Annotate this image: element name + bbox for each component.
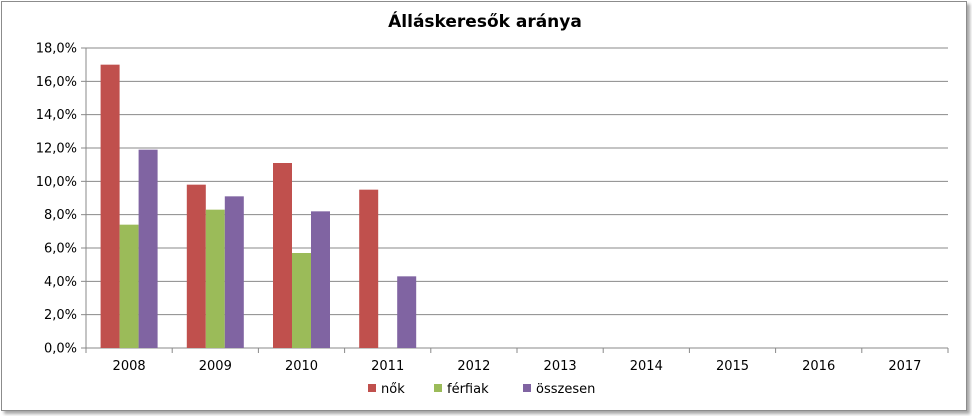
bar-nők-2008 bbox=[100, 64, 120, 349]
y-tick-label: 18,0% bbox=[36, 42, 77, 57]
bar-nők-2010 bbox=[273, 163, 292, 348]
y-tick-label: 0,0% bbox=[44, 342, 77, 357]
bar-összesen-2009 bbox=[224, 196, 244, 348]
bar-férfiak-2009 bbox=[205, 209, 225, 348]
y-tick-label: 14,0% bbox=[36, 108, 77, 123]
y-tick-label: 12,0% bbox=[36, 142, 77, 157]
legend-label: összesen bbox=[536, 382, 595, 397]
y-tick-label: 6,0% bbox=[44, 242, 77, 257]
bar-nők-2011 bbox=[359, 189, 379, 348]
bar-nők-2009 bbox=[186, 184, 206, 348]
x-tick-label: 2014 bbox=[630, 359, 663, 374]
legend-label: férfiak bbox=[447, 382, 489, 397]
y-tick-label: 10,0% bbox=[36, 175, 77, 190]
bar-összesen-2010 bbox=[311, 211, 330, 348]
chart-title: Álláskeresők aránya bbox=[388, 12, 582, 32]
x-tick-label: 2015 bbox=[716, 359, 749, 374]
y-tick-label: 16,0% bbox=[36, 75, 77, 90]
legend-swatch bbox=[368, 384, 376, 392]
x-tick-label: 2011 bbox=[371, 359, 404, 374]
bar-összesen-2011 bbox=[397, 276, 417, 348]
bar-férfiak-2010 bbox=[292, 253, 311, 348]
legend-label: nők bbox=[381, 382, 405, 397]
bar-összesen-2008 bbox=[138, 149, 158, 348]
legend-swatch bbox=[434, 384, 442, 392]
x-tick-label: 2008 bbox=[113, 359, 146, 374]
x-tick-label: 2009 bbox=[199, 359, 232, 374]
chart-frame: Álláskeresők aránya bbox=[1, 1, 967, 411]
x-tick-label: 2013 bbox=[544, 359, 577, 374]
y-tick-label: 2,0% bbox=[44, 308, 77, 323]
x-tick-label: 2012 bbox=[457, 359, 490, 374]
y-tick-label: 8,0% bbox=[44, 208, 77, 223]
legend-swatch bbox=[523, 384, 531, 392]
x-tick-label: 2017 bbox=[888, 359, 921, 374]
x-tick-label: 2010 bbox=[285, 359, 318, 374]
x-tick-label: 2016 bbox=[802, 359, 835, 374]
bar-férfiak-2008 bbox=[119, 224, 139, 348]
y-tick-label: 4,0% bbox=[44, 275, 77, 290]
